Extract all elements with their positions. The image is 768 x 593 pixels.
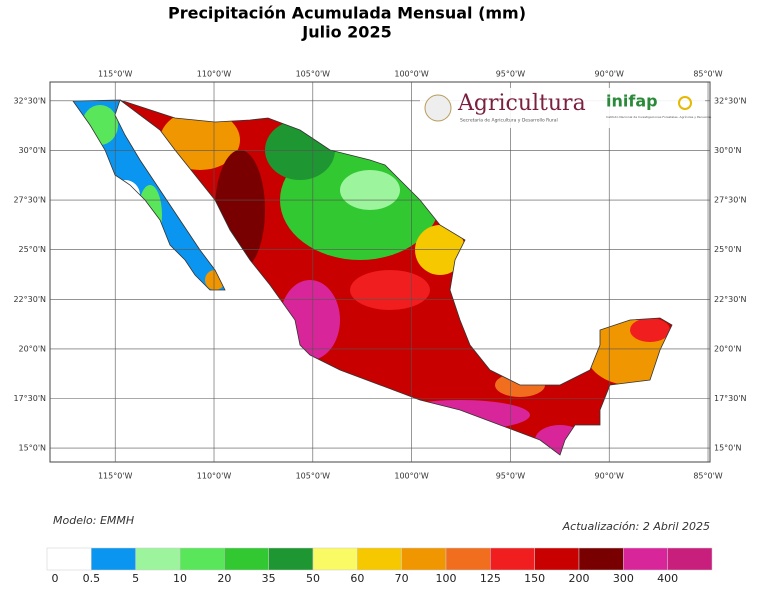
legend-swatch (445, 547, 491, 571)
legend-swatch (401, 547, 447, 571)
lat-tick-label: 17°30'N (13, 394, 46, 403)
legend-label: 50 (306, 572, 320, 585)
lat-tick-label: 27°30'N (13, 196, 46, 205)
legend-label: 60 (350, 572, 364, 585)
lon-tick-label: 105°0'W (296, 472, 331, 481)
legend-label: 5 (132, 572, 139, 585)
legend-label: 150 (524, 572, 545, 585)
legend-label: 20 (217, 572, 231, 585)
legend-swatch (46, 547, 92, 571)
legend-label: 70 (395, 572, 409, 585)
lon-tick-label: 100°0'W (394, 472, 429, 481)
lat-tick-label: 25°0'N (714, 245, 741, 254)
lat-tick-label: 22°30'N (13, 295, 46, 304)
legend-swatch (357, 547, 402, 571)
legend-label: 0.5 (83, 572, 101, 585)
lon-tick-label: 90°0'W (595, 70, 624, 79)
legend-label: 100 (436, 572, 457, 585)
lat-tick-label: 20°0'N (19, 344, 46, 353)
legend-swatch (135, 547, 181, 571)
seal-icon (424, 94, 452, 122)
legend-swatch (534, 547, 580, 571)
lon-tick-label: 95°0'W (496, 472, 525, 481)
lat-tick-label: 30°0'N (19, 146, 46, 155)
inifap-sub: Instituto Nacional de Investigaciones Fo… (606, 115, 712, 119)
legend-swatch (623, 547, 668, 571)
legend-label: 10 (173, 572, 187, 585)
legend-label: 300 (613, 572, 634, 585)
lon-tick-label: 110°0'W (197, 70, 232, 79)
legend-swatch (179, 547, 225, 571)
inifap-icon (678, 96, 692, 110)
title: Precipitación Acumulada Mensual (mm) (168, 4, 526, 23)
legend-label: 200 (569, 572, 590, 585)
legend-label: 125 (480, 572, 501, 585)
legend-label: 400 (657, 572, 678, 585)
lon-tick-label: 85°0'W (693, 70, 722, 79)
lat-tick-label: 22°30'N (714, 295, 747, 304)
lat-tick-label: 15°0'N (19, 444, 46, 453)
lat-tick-label: 17°30'N (714, 394, 747, 403)
lat-tick-label: 32°30'N (13, 96, 46, 105)
legend-swatch (667, 547, 713, 571)
lat-tick-label: 15°0'N (714, 444, 741, 453)
lon-tick-label: 85°0'W (693, 472, 722, 481)
lat-tick-label: 25°0'N (19, 245, 46, 254)
model-label: Modelo: EMMH (53, 514, 134, 527)
country-outline (72, 99, 673, 456)
lat-tick-label: 30°0'N (714, 146, 741, 155)
lon-tick-label: 100°0'W (394, 70, 429, 79)
inifap-logo: inifap (606, 92, 658, 111)
update-label: Actualización: 2 Abril 2025 (562, 520, 710, 533)
lon-tick-label: 95°0'W (496, 70, 525, 79)
colorbar: 0 0.5 5 10 20 35 50 60 70 100 125 150 200 300 400 (46, 547, 713, 585)
legend-swatch (224, 547, 269, 571)
agricultura-logo: Agricultura (457, 91, 586, 116)
lon-tick-label: 115°0'W (98, 70, 133, 79)
lon-tick-label: 115°0'W (98, 472, 133, 481)
graticule: 115°0'W 115°0'W 110°0'W 110°0'W 105°0'W 105°0… (13, 70, 746, 481)
agricultura-sub: Secretaría de Agricultura y Desarrollo R… (460, 117, 558, 124)
subtitle: Julio 2025 (301, 23, 391, 42)
legend-swatch (490, 547, 535, 571)
legend-swatch (91, 547, 136, 571)
lat-tick-label: 27°30'N (714, 196, 747, 205)
legend-swatch (312, 547, 358, 571)
legend-label: 0 (52, 572, 59, 585)
lon-tick-label: 105°0'W (296, 70, 331, 79)
lat-tick-label: 32°30'N (714, 96, 747, 105)
lon-tick-label: 90°0'W (595, 472, 624, 481)
lat-tick-label: 20°0'N (714, 344, 741, 353)
legend-label: 35 (262, 572, 276, 585)
legend-swatch (268, 547, 314, 571)
logo-panel (420, 88, 705, 128)
lon-tick-label: 110°0'W (197, 472, 232, 481)
legend-swatch (578, 547, 624, 571)
